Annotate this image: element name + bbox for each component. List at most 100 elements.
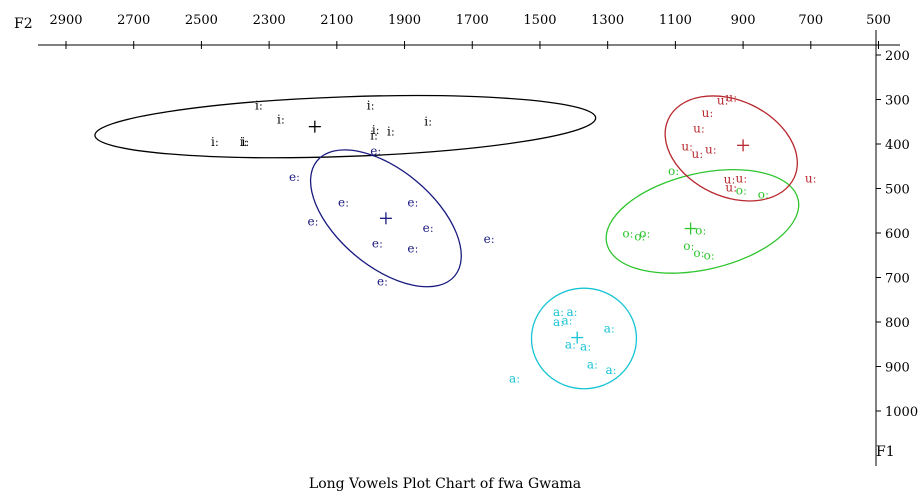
y-tick: 800	[876, 316, 910, 331]
series-3-point: aː	[553, 305, 564, 319]
series-3-point: aː	[604, 322, 615, 336]
y-tick: 700	[876, 272, 910, 287]
series-5-point: uː	[724, 173, 736, 187]
x-tick-label: 900	[731, 13, 756, 28]
x-tick-label: 1300	[591, 13, 624, 28]
x-tick-label: 2100	[320, 13, 353, 28]
series-2-point: eː	[423, 221, 434, 235]
x-tick: 2900	[49, 13, 83, 49]
series-5-point: uː	[725, 181, 737, 195]
series-2-point: eː	[484, 232, 495, 246]
y-tick-label: 500	[885, 183, 910, 198]
series-2-point: eː	[308, 214, 319, 228]
series-1-ellipse	[94, 94, 597, 159]
x-tick: 700	[798, 13, 823, 49]
series-5-point: uː	[693, 121, 705, 135]
series-2-point: eː	[377, 275, 388, 289]
y-tick: 1000	[876, 405, 918, 420]
y-tick-label: 600	[885, 227, 910, 242]
x-tick-label: 1900	[388, 13, 421, 28]
series-5-mean-marker	[737, 139, 750, 152]
series-4-point: oː	[683, 239, 694, 253]
y-tick-label: 700	[885, 272, 910, 287]
series-3-point: aː	[561, 314, 572, 328]
y-tick-label: 1000	[885, 405, 918, 420]
series-4-point: oː	[704, 248, 715, 262]
x-tick-label: 2700	[117, 13, 150, 28]
x-axis-ticks: 2900 2700 2500 2300 2100 1900 1700 1500 1300 1100…	[49, 13, 891, 49]
series-1-point: iː	[424, 114, 432, 128]
series-5-point: uː	[725, 91, 737, 105]
x-tick: 900	[731, 13, 756, 49]
series-3-point: aː	[565, 338, 576, 352]
series-2-point: eː	[407, 196, 418, 210]
series-1-point: iː	[255, 98, 263, 112]
series-5-point: uː	[736, 172, 748, 186]
y-tick: 500	[876, 183, 910, 198]
series-1-point: iː	[240, 135, 248, 149]
x-tick: 1100	[659, 13, 692, 49]
series-4-point: oː	[668, 164, 679, 178]
x-tick: 1300	[591, 13, 624, 49]
series-4-point: oː	[695, 223, 706, 237]
series-1-point: iː	[211, 135, 219, 149]
x-tick-label: 2500	[185, 13, 218, 28]
y-tick-label: 900	[885, 361, 910, 376]
y-tick-label: 800	[885, 316, 910, 331]
x-tick: 1900	[388, 13, 421, 49]
x-tick: 2700	[117, 13, 150, 49]
x-tick: 2500	[185, 13, 218, 49]
x-tick: 2300	[253, 13, 286, 49]
y-tick: 600	[876, 227, 910, 242]
x-tick-label: 700	[798, 13, 823, 28]
series-2-point: eː	[338, 196, 349, 210]
series-4-point: oː	[639, 226, 650, 240]
series-3-point: aː	[567, 305, 578, 319]
x-tick-label: 1100	[659, 13, 692, 28]
series-3-point: aː	[553, 315, 564, 329]
series-4-point: oː	[736, 183, 747, 197]
series-1-point: iː	[277, 113, 285, 127]
series-5-point: uː	[805, 172, 817, 186]
series-1-point: iː	[372, 123, 380, 137]
series-3-ellipse	[530, 287, 638, 390]
series-1-point: iː	[367, 98, 375, 112]
axes: 2900 2700 2500 2300 2100 1900 1700 1500 1300 1100…	[14, 13, 918, 466]
series-5-point: uː	[681, 140, 693, 154]
y-tick-label: 200	[885, 49, 910, 64]
series-1-point: iː	[370, 129, 378, 143]
x-tick-label: 1500	[523, 13, 556, 28]
x-tick: 2100	[320, 13, 353, 49]
chart-title: Long Vowels Plot Chart of fwa Gwama	[309, 476, 581, 492]
series-3-point: aː	[580, 339, 591, 353]
series-1-point: iː	[241, 135, 249, 149]
series-2-mean-marker	[379, 212, 392, 225]
series-2: eː eː eː eː eː eː eː eː eː eː	[289, 144, 495, 289]
series-4-point: oː	[693, 246, 704, 260]
y-tick: 900	[876, 361, 910, 376]
series-3-point: aː	[509, 372, 520, 386]
y-tick: 300	[876, 94, 910, 109]
series-2-point: eː	[289, 170, 300, 184]
series-2-ellipse	[309, 149, 462, 288]
x-tick-label: 1700	[456, 13, 489, 28]
y-tick-label: 300	[885, 94, 910, 109]
y-tick: 200	[876, 49, 910, 64]
series-4-point: oː	[758, 188, 769, 202]
series-4-point: oː	[622, 226, 633, 240]
x-tick-label: 2300	[253, 13, 286, 28]
series-1-mean-marker	[308, 120, 321, 133]
series-2-point: eː	[407, 242, 418, 256]
series-4-ellipse	[605, 169, 800, 274]
y-tick: 400	[876, 138, 910, 153]
y-axis-ticks: 200 300 400 500 600 700 800 900 1000	[876, 49, 918, 420]
series-5-point: uː	[702, 106, 714, 120]
series-5-point: uː	[691, 147, 703, 161]
series-4-point: oː	[634, 230, 645, 244]
y-tick-label: 400	[885, 138, 910, 153]
x-tick: 1700	[456, 13, 489, 49]
